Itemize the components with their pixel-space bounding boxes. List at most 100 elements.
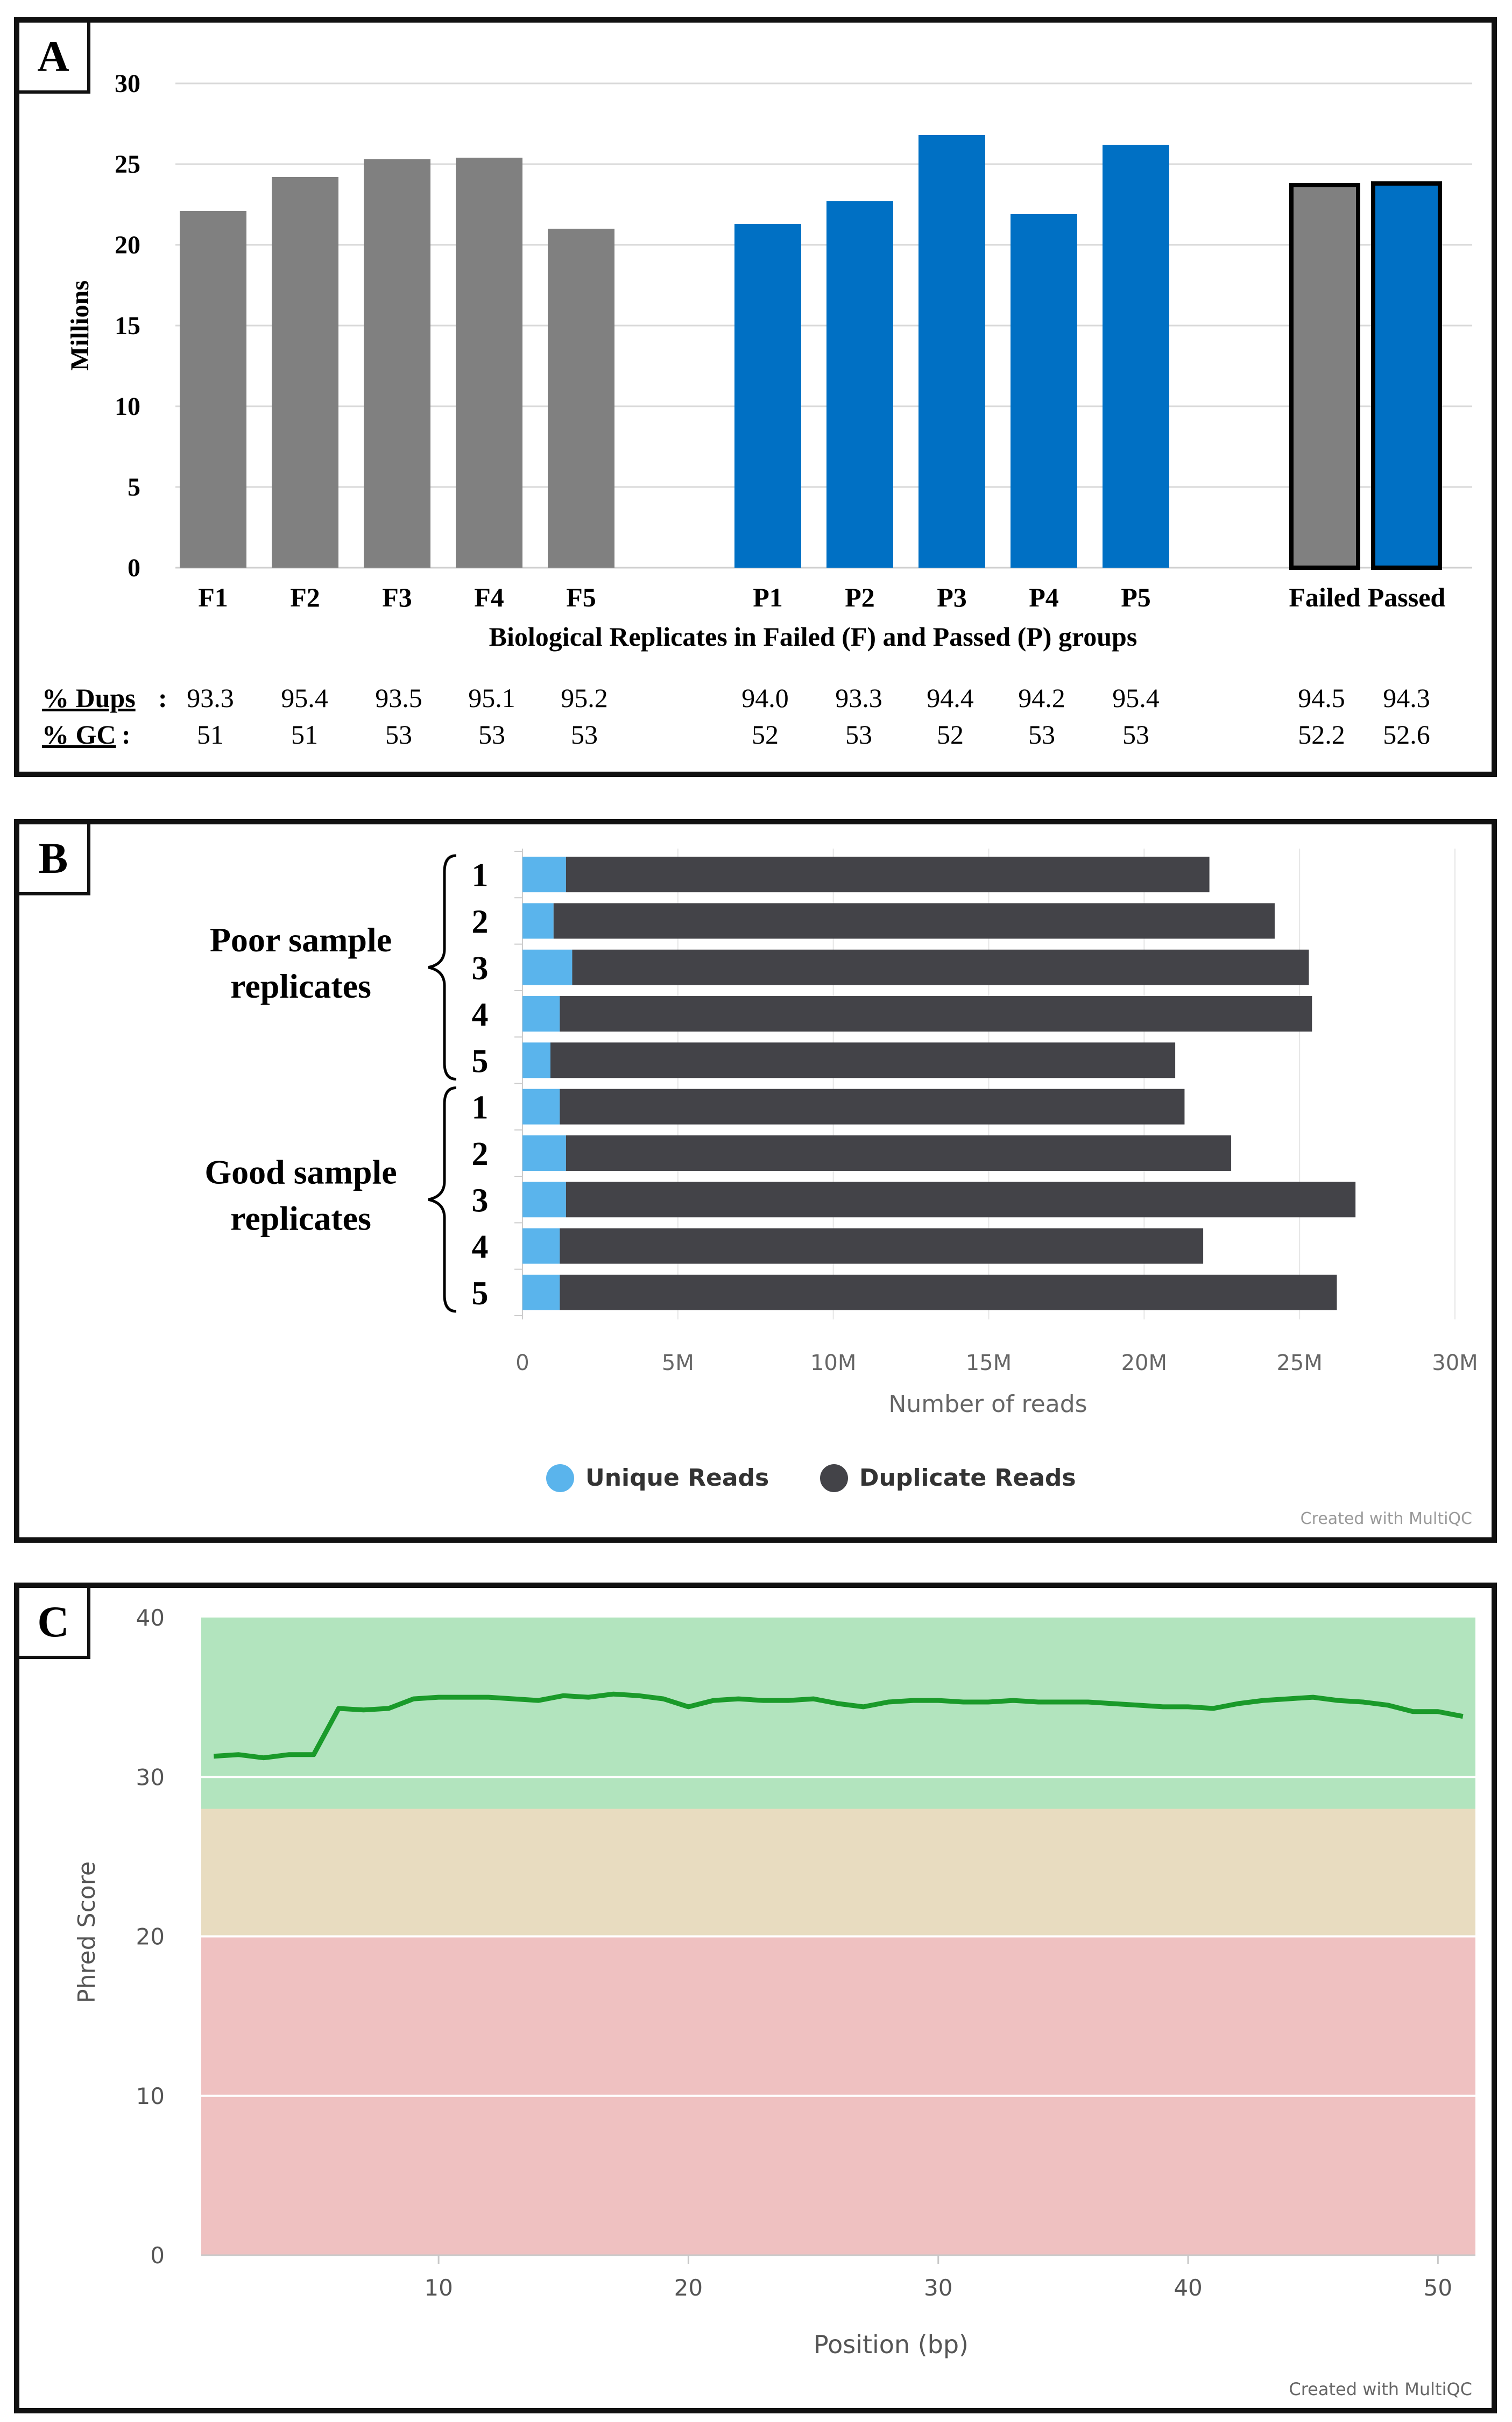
dups-value: 95.4 (281, 683, 328, 713)
y-tick-label: 40 (136, 1605, 165, 1631)
credit: Created with MultiQC (1289, 2379, 1472, 2399)
bar-unique-4 (522, 996, 560, 1032)
x-tick-label: 10 (424, 2275, 453, 2301)
bar-duplicate-8 (566, 1182, 1356, 1218)
bar-f4 (456, 158, 522, 568)
row-label: 3 (472, 1182, 489, 1219)
gc-value: 51 (291, 719, 318, 750)
x-tick-label: 0 (515, 1351, 529, 1375)
panel-c-label: C (19, 1588, 90, 1659)
bar-unique-7 (522, 1135, 566, 1171)
legend-duplicate-label: Duplicate Reads (859, 1464, 1076, 1492)
dups-value: 94.4 (927, 683, 974, 713)
bar-duplicate-3 (572, 949, 1309, 985)
x-axis-label: Position (bp) (814, 2330, 969, 2359)
y-axis-label: Phred Score (73, 1861, 101, 2003)
x-tick-label: F2 (290, 582, 320, 612)
x-tick-label: P4 (1029, 582, 1059, 612)
x-tick-label: 20M (1121, 1351, 1167, 1375)
bar-p5 (1103, 145, 1169, 568)
panel-b: B 0 5M 10M 15M 20M 25M 30M 1 2 3 4 5 1 2 3 4 5 Poor sampl… (14, 819, 1497, 1543)
y-tick-label: 30 (115, 69, 140, 98)
gc-colon: : (122, 719, 131, 750)
x-tick-label: Failed (1289, 582, 1361, 612)
chart-a: 0 5 10 15 20 25 30 Millions F1 F2 F3 F4 F5 P1 P2 P3 P4 P5… (42, 69, 1472, 750)
bar-p2 (826, 201, 893, 568)
gc-value: 53 (385, 719, 412, 750)
gc-value: 51 (197, 719, 224, 750)
gc-value: 52.2 (1298, 719, 1345, 750)
group-label: replicates (230, 967, 371, 1005)
row-label: 5 (472, 1043, 489, 1079)
bar-passed (1371, 181, 1442, 570)
x-tick-label: 5M (662, 1351, 694, 1375)
group-label: replicates (230, 1199, 371, 1237)
x-tick-label: 30 (924, 2275, 952, 2301)
bar-duplicate-2 (553, 903, 1275, 939)
y-tick-label: 25 (115, 150, 140, 179)
bar-duplicate-5 (550, 1042, 1176, 1078)
row-label: 2 (472, 903, 489, 940)
x-tick-label: 50 (1424, 2275, 1452, 2301)
x-tick-label: P3 (937, 582, 967, 612)
y-tick-label: 15 (115, 312, 140, 340)
gc-value: 52 (937, 719, 964, 750)
x-axis-label: Number of reads (888, 1390, 1087, 1418)
row-label: 3 (472, 950, 489, 987)
dups-value: 95.2 (561, 683, 608, 713)
y-tick-label: 20 (136, 1924, 165, 1950)
credit: Created with MultiQC (1301, 1509, 1472, 1528)
legend-unique-label: Unique Reads (585, 1464, 769, 1492)
y-tick-label: 0 (150, 2242, 165, 2269)
y-tick-label: 10 (115, 392, 140, 421)
bar-duplicate-4 (560, 996, 1312, 1032)
chart-c: 0 10 20 30 40 10 20 30 40 50 Phred Score Position (… (73, 1605, 1475, 2399)
bar-p1 (734, 224, 801, 568)
gc-value: 53 (1122, 719, 1149, 750)
x-tick-label: F4 (474, 582, 504, 612)
bar-p3 (918, 135, 985, 568)
quality-line (213, 1691, 1464, 1761)
bar-f2 (272, 177, 338, 568)
x-tick-label: 40 (1174, 2275, 1202, 2301)
x-tick-label: F5 (566, 582, 596, 612)
group-brace (428, 854, 457, 1081)
chart-b: 0 5M 10M 15M 20M 25M 30M 1 2 3 4 5 1 2 3 4 5 Poor sample r… (204, 849, 1478, 1528)
dups-colon: : (158, 683, 167, 713)
bar-unique-10 (522, 1274, 560, 1310)
gc-label: % GC (42, 719, 116, 750)
bar-failed (1289, 183, 1360, 570)
bar-duplicate-7 (566, 1135, 1232, 1171)
y-tick-label: 30 (136, 1764, 165, 1790)
bar-unique-3 (522, 949, 573, 985)
y-tick-label: 20 (115, 231, 140, 259)
row-label: 2 (472, 1136, 489, 1173)
gc-value: 53 (1028, 719, 1055, 750)
bar-p4 (1011, 214, 1077, 568)
x-tick-label: F1 (198, 582, 228, 612)
bar-unique-9 (522, 1228, 560, 1264)
dups-value: 93.5 (375, 683, 422, 713)
x-tick-label: P5 (1121, 582, 1151, 612)
row-label: 4 (472, 997, 489, 1033)
dups-value: 93.3 (835, 683, 882, 713)
bar-duplicate-10 (560, 1274, 1337, 1310)
group-label: Poor sample (210, 921, 392, 959)
row-label: 5 (472, 1275, 489, 1312)
y-tick-label: 10 (136, 2083, 165, 2109)
gc-value: 52.6 (1383, 719, 1430, 750)
bar-unique-2 (522, 903, 554, 939)
dups-value: 94.3 (1383, 683, 1430, 713)
y-tick-label: 0 (128, 554, 140, 582)
panel-c: C 0 10 20 30 40 10 20 30 40 50 Phred Score Position… (14, 1583, 1497, 2413)
dups-value: 94.0 (741, 683, 789, 713)
panel-a: A 0 5 10 15 20 25 30 Millions F1 F2 F3 F4 F5 P1 P2 P3 P4… (14, 17, 1497, 777)
bar-f5 (548, 229, 614, 568)
row-label: 1 (472, 1090, 489, 1126)
panel-a-label: A (19, 23, 90, 94)
bar-duplicate-9 (560, 1228, 1204, 1264)
x-tick-label: 10M (810, 1351, 856, 1375)
bar-unique-5 (522, 1042, 550, 1078)
x-tick-label: 20 (674, 2275, 703, 2301)
gc-value: 52 (752, 719, 779, 750)
